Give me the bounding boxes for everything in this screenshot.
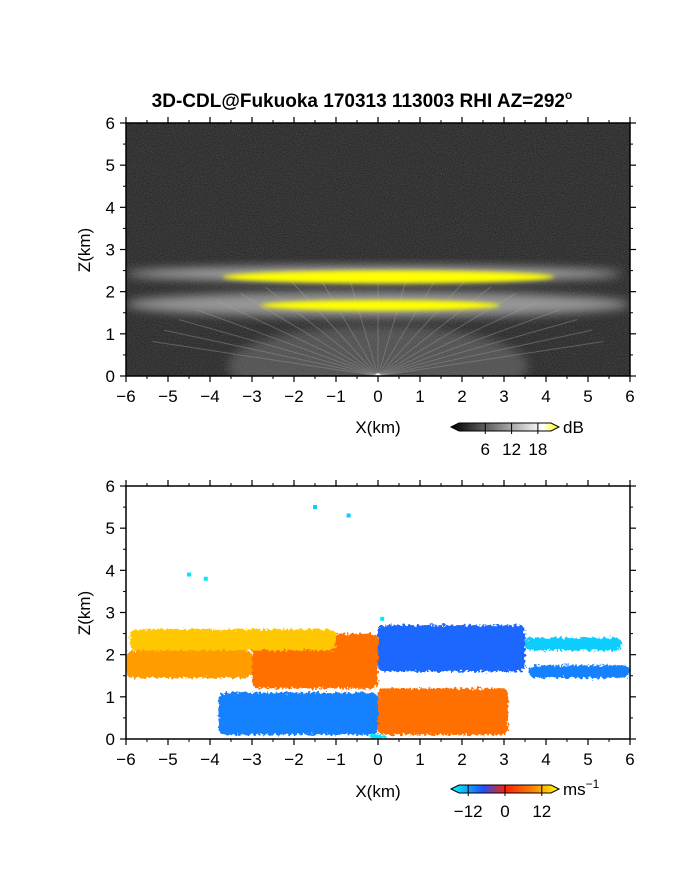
velocity-outlier xyxy=(187,572,191,577)
velocity-x-tick-label: −2 xyxy=(284,750,303,769)
backscatter-x-tick-label: −6 xyxy=(116,387,135,406)
backscatter-x-tick-label: 0 xyxy=(373,387,382,406)
velocity-x-tick-label: 5 xyxy=(583,750,592,769)
velocity-region xyxy=(378,625,525,672)
velocity-x-tick-label: 6 xyxy=(625,750,634,769)
velocity-region xyxy=(529,665,630,678)
velocity-region xyxy=(369,734,387,739)
velocity-marks xyxy=(126,625,630,739)
velocity-outlier xyxy=(346,513,351,518)
backscatter-x-tick-label: 1 xyxy=(415,387,424,406)
velocity-y-tick-label: 3 xyxy=(106,604,115,623)
velocity-outliers xyxy=(187,505,385,621)
backscatter-x-tick-label: −5 xyxy=(158,387,177,406)
velocity-region xyxy=(130,629,336,651)
backscatter-x-tick-label: 3 xyxy=(499,387,508,406)
velocity-axes: −6 −5 −4 −3 −2 −1 0 1 2 3 4 5 6 0 1 2 3 4 5 6 xyxy=(106,477,636,769)
backscatter-colorbar-unit: dB xyxy=(563,418,584,437)
velocity-outlier xyxy=(313,505,317,510)
backscatter-colorbar-unit-text: dB xyxy=(563,418,584,437)
velocity-x-tick-label: −4 xyxy=(200,750,219,769)
velocity-colorbar: −12 0 12 ms−1 xyxy=(449,777,600,821)
velocity-outlier xyxy=(380,616,385,621)
velocity-x-tick-label: −5 xyxy=(158,750,177,769)
backscatter-marks xyxy=(126,266,630,376)
velocity-y-tick-label: 5 xyxy=(106,519,115,538)
backscatter-plot-area xyxy=(126,123,630,376)
backscatter-x-tick-label: 4 xyxy=(541,387,550,406)
backscatter-x-tick-label: 5 xyxy=(583,387,592,406)
velocity-x-tick-label: −6 xyxy=(116,750,135,769)
velocity-y-tick-label: 4 xyxy=(106,561,115,580)
backscatter-x-tick-label: 2 xyxy=(457,387,466,406)
backscatter-y-tick-label: 0 xyxy=(106,367,115,386)
backscatter-colorbar-body xyxy=(449,422,561,432)
velocity-colorbar-unit-superscript: −1 xyxy=(586,777,600,791)
velocity-x-tick-label: −3 xyxy=(242,750,261,769)
backscatter-x-tick-label: 6 xyxy=(625,387,634,406)
velocity-outlier xyxy=(203,576,208,581)
velocity-x-label: X(km) xyxy=(355,782,400,801)
velocity-y-label: Z(km) xyxy=(75,591,94,635)
velocity-x-tick-label: 1 xyxy=(415,750,424,769)
velocity-colorbar-tick-label: 0 xyxy=(500,802,509,821)
backscatter-colorbar-tick-label: 6 xyxy=(481,440,490,459)
backscatter-x-tick-label: −4 xyxy=(200,387,219,406)
backscatter-y-tick-label: 3 xyxy=(106,241,115,260)
velocity-y-tick-label: 2 xyxy=(106,646,115,665)
backscatter-x-label: X(km) xyxy=(355,418,400,437)
velocity-region xyxy=(525,637,622,651)
backscatter-layer xyxy=(222,270,555,284)
velocity-plot-area xyxy=(126,486,630,739)
backscatter-colorbar-tick-label: 12 xyxy=(502,440,521,459)
velocity-region xyxy=(126,650,252,678)
backscatter-colorbar-tick-label: 18 xyxy=(528,440,547,459)
velocity-x-tick-label: 0 xyxy=(373,750,382,769)
velocity-x-tick-label: −1 xyxy=(326,750,345,769)
backscatter-y-tick-label: 1 xyxy=(106,325,115,344)
backscatter-y-tick-label: 5 xyxy=(106,156,115,175)
velocity-region xyxy=(378,688,509,735)
backscatter-x-tick-label: −2 xyxy=(284,387,303,406)
velocity-colorbar-unit-text: ms xyxy=(563,780,586,799)
velocity-y-tick-label: 6 xyxy=(106,477,115,496)
backscatter-layer xyxy=(260,300,500,311)
backscatter-y-tick-label: 6 xyxy=(106,114,115,133)
backscatter-colorbar: 6 12 18 dB xyxy=(449,418,584,459)
velocity-y-tick-label: 0 xyxy=(106,730,115,749)
backscatter-y-tick-label: 4 xyxy=(106,198,115,217)
backscatter-y-label: Z(km) xyxy=(75,228,94,272)
chart-title: 3D-CDL@Fukuoka 170313 113003 RHI AZ=292o xyxy=(152,88,573,112)
velocity-x-tick-label: 3 xyxy=(499,750,508,769)
velocity-colorbar-tick-label: −12 xyxy=(454,802,483,821)
backscatter-y-tick-label: 2 xyxy=(106,283,115,302)
backscatter-x-tick-label: −3 xyxy=(242,387,261,406)
velocity-x-tick-label: 2 xyxy=(457,750,466,769)
velocity-region xyxy=(218,692,378,735)
backscatter-x-tick-label: −1 xyxy=(326,387,345,406)
velocity-x-tick-label: 4 xyxy=(541,750,550,769)
velocity-colorbar-unit: ms−1 xyxy=(563,777,600,799)
near-field-glow xyxy=(228,326,528,376)
backscatter-axes: −6 −5 −4 −3 −2 −1 0 1 2 3 4 5 6 0 1 2 3 4 5 6 xyxy=(106,114,636,406)
velocity-y-tick-label: 1 xyxy=(106,688,115,707)
velocity-colorbar-tick-label: 12 xyxy=(532,802,551,821)
